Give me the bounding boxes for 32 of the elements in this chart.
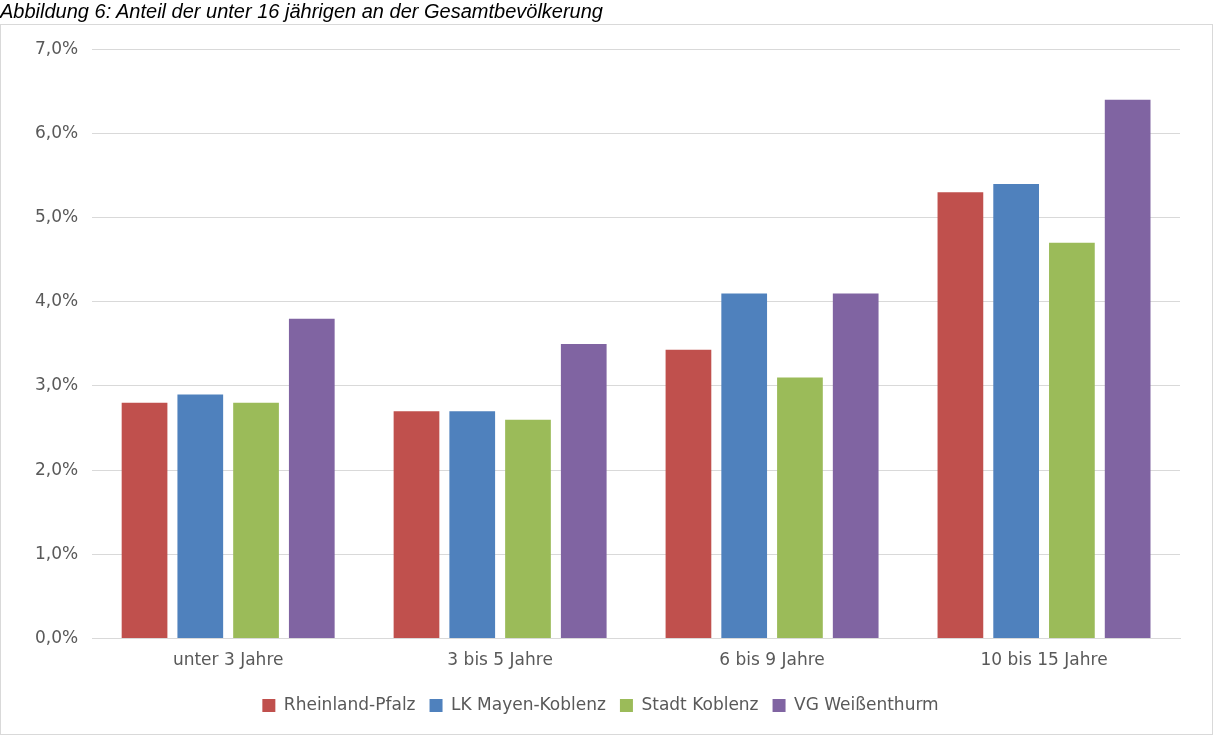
legend-label: Rheinland-Pfalz (283, 693, 416, 714)
bar (233, 402, 279, 639)
bar (449, 411, 496, 639)
x-tick-label: 3 bis 5 Jahre (447, 649, 553, 670)
bar (560, 343, 607, 639)
bar (665, 349, 712, 639)
x-tick-label: unter 3 Jahre (172, 649, 284, 670)
x-tick-label: 10 bis 15 Jahre (980, 649, 1108, 670)
bar (721, 293, 768, 639)
bar (288, 318, 335, 639)
y-tick-label: 1,0% (34, 542, 79, 563)
x-tick-label: 6 bis 9 Jahre (719, 649, 825, 670)
legend-label: Stadt Koblenz (641, 693, 759, 714)
bar (937, 192, 984, 639)
y-tick-label: 0,0% (34, 627, 79, 648)
bar (832, 293, 879, 639)
y-tick-label: 6,0% (34, 121, 79, 142)
bar (1104, 99, 1151, 639)
legend-label: LK Mayen-Koblenz (451, 693, 607, 714)
bar (393, 411, 440, 639)
y-tick-label: 3,0% (34, 374, 79, 395)
legend-label: VG Weißenthurm (794, 693, 939, 714)
y-tick-label: 5,0% (34, 206, 79, 227)
bar (777, 377, 823, 639)
y-tick-label: 7,0% (34, 37, 79, 58)
bar (993, 183, 1040, 639)
bar (1049, 242, 1095, 639)
bar (177, 394, 224, 639)
y-tick-label: 4,0% (34, 290, 79, 311)
y-tick-label: 2,0% (34, 458, 79, 479)
bar (121, 402, 168, 639)
bar (505, 419, 551, 639)
